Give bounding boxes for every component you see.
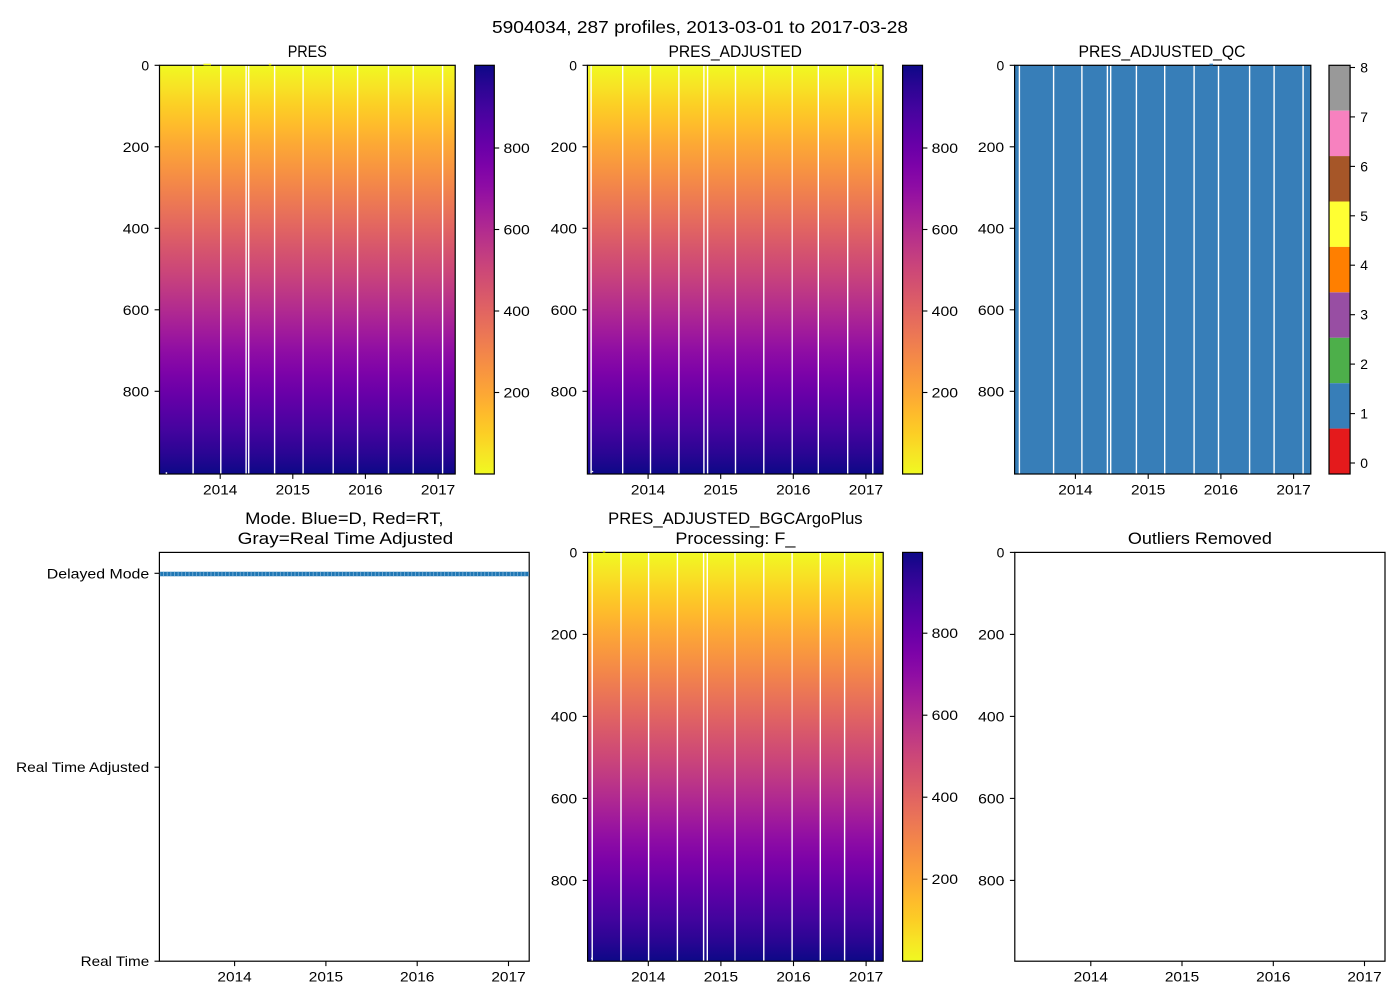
svg-text:2017: 2017	[491, 969, 526, 985]
svg-text:6: 6	[1360, 158, 1368, 174]
svg-text:2015: 2015	[276, 482, 311, 498]
svg-text:600: 600	[551, 302, 578, 318]
svg-text:2017: 2017	[849, 969, 884, 985]
svg-text:0: 0	[569, 544, 577, 560]
svg-text:Real Time Adjusted: Real Time Adjusted	[16, 759, 149, 775]
svg-text:2017: 2017	[1276, 482, 1311, 498]
svg-text:5904034, 287 profiles, 2013-03: 5904034, 287 profiles, 2013-03-01 to 201…	[492, 17, 908, 37]
svg-text:Outliers Removed: Outliers Removed	[1128, 530, 1272, 548]
svg-text:800: 800	[932, 140, 959, 156]
svg-text:400: 400	[932, 303, 959, 319]
svg-text:800: 800	[932, 625, 959, 641]
svg-text:400: 400	[551, 708, 578, 724]
svg-text:400: 400	[123, 220, 150, 236]
svg-text:2014: 2014	[217, 969, 252, 985]
svg-text:2017: 2017	[421, 482, 456, 498]
svg-text:600: 600	[978, 302, 1005, 318]
svg-text:2017: 2017	[1347, 969, 1382, 985]
svg-text:Gray=Real Time Adjusted: Gray=Real Time Adjusted	[238, 530, 454, 548]
svg-text:200: 200	[932, 385, 959, 401]
svg-text:2016: 2016	[400, 969, 435, 985]
svg-text:800: 800	[123, 383, 150, 399]
svg-text:PRES_ADJUSTED_BGCArgoPlus: PRES_ADJUSTED_BGCArgoPlus	[608, 510, 862, 528]
svg-text:2016: 2016	[348, 482, 383, 498]
svg-text:Real Time: Real Time	[81, 953, 150, 969]
svg-text:2015: 2015	[704, 482, 739, 498]
svg-text:400: 400	[978, 708, 1005, 724]
svg-text:200: 200	[978, 626, 1005, 642]
svg-text:600: 600	[551, 790, 578, 806]
svg-text:2015: 2015	[704, 969, 739, 985]
svg-text:0: 0	[996, 57, 1004, 73]
svg-text:600: 600	[932, 707, 959, 723]
svg-text:PRES: PRES	[288, 43, 327, 61]
svg-text:Mode. Blue=D, Red=RT,: Mode. Blue=D, Red=RT,	[245, 510, 443, 528]
svg-text:PRES_ADJUSTED: PRES_ADJUSTED	[669, 43, 803, 61]
svg-text:800: 800	[551, 383, 578, 399]
svg-text:Delayed Mode: Delayed Mode	[47, 565, 150, 581]
svg-text:400: 400	[932, 789, 959, 805]
svg-text:200: 200	[123, 139, 150, 155]
svg-text:200: 200	[551, 626, 578, 642]
svg-text:200: 200	[551, 139, 578, 155]
svg-text:600: 600	[978, 790, 1005, 806]
svg-text:200: 200	[978, 139, 1005, 155]
svg-text:2016: 2016	[1256, 969, 1291, 985]
svg-text:2015: 2015	[309, 969, 344, 985]
svg-text:0: 0	[1360, 455, 1368, 471]
svg-text:5: 5	[1360, 208, 1368, 224]
svg-text:200: 200	[504, 385, 531, 401]
svg-text:2014: 2014	[1058, 482, 1093, 498]
svg-text:400: 400	[551, 220, 578, 236]
svg-text:800: 800	[978, 383, 1005, 399]
svg-text:Processing: F_: Processing: F_	[675, 530, 796, 548]
svg-text:2014: 2014	[631, 482, 666, 498]
svg-text:0: 0	[997, 544, 1005, 560]
svg-text:4: 4	[1360, 257, 1368, 273]
svg-text:PRES_ADJUSTED_QC: PRES_ADJUSTED_QC	[1079, 43, 1246, 61]
svg-text:2016: 2016	[1204, 482, 1239, 498]
svg-text:400: 400	[504, 303, 531, 319]
svg-text:600: 600	[932, 222, 959, 238]
svg-text:8: 8	[1360, 60, 1368, 76]
svg-text:7: 7	[1360, 109, 1368, 125]
svg-text:2015: 2015	[1165, 969, 1200, 985]
svg-text:2014: 2014	[1074, 969, 1109, 985]
svg-text:0: 0	[569, 57, 577, 73]
svg-text:2014: 2014	[203, 482, 238, 498]
svg-text:2017: 2017	[849, 482, 884, 498]
svg-text:800: 800	[551, 872, 578, 888]
svg-text:600: 600	[504, 222, 531, 238]
svg-text:200: 200	[932, 871, 959, 887]
svg-text:3: 3	[1360, 307, 1368, 323]
svg-text:800: 800	[504, 140, 531, 156]
svg-text:2015: 2015	[1131, 482, 1166, 498]
svg-text:2016: 2016	[776, 969, 811, 985]
svg-text:2014: 2014	[631, 969, 666, 985]
svg-text:2016: 2016	[776, 482, 811, 498]
svg-text:1: 1	[1360, 406, 1368, 422]
svg-text:400: 400	[978, 220, 1005, 236]
svg-text:800: 800	[978, 872, 1005, 888]
svg-text:2: 2	[1360, 356, 1368, 372]
svg-text:0: 0	[141, 57, 149, 73]
svg-text:600: 600	[123, 302, 150, 318]
